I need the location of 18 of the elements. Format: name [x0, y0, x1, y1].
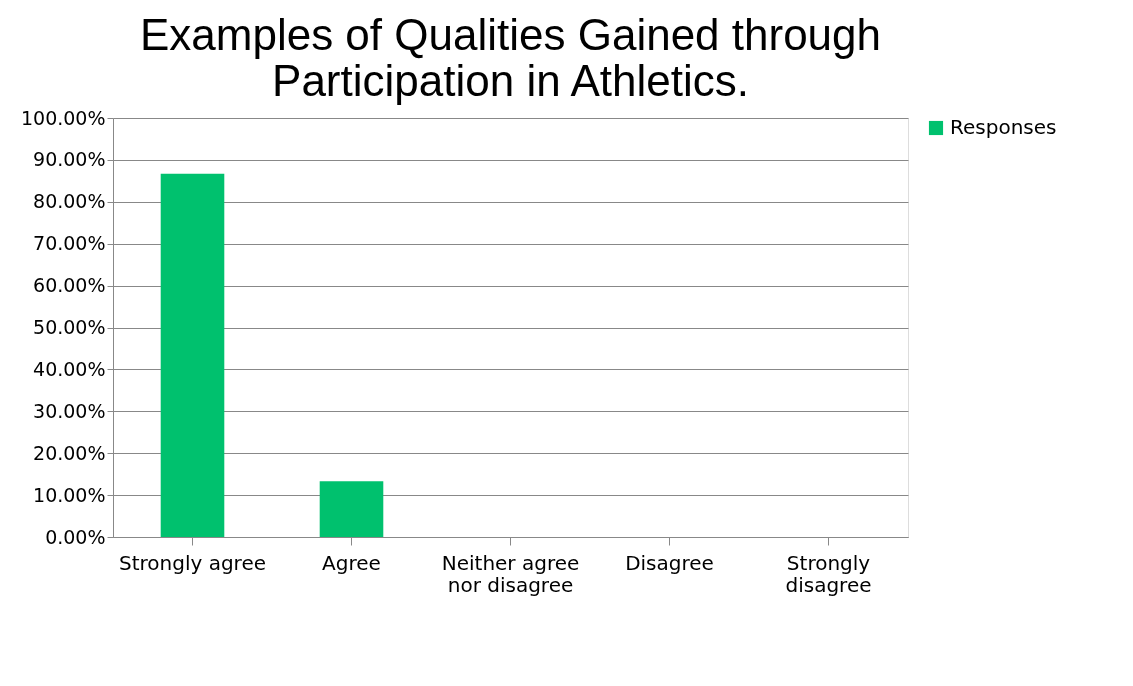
y-tick-label: 50.00% [33, 316, 106, 338]
y-tick-label: 30.00% [33, 399, 106, 422]
y-tick-label: 0.00% [45, 525, 106, 548]
x-tick-label: Strongly agree [118, 550, 267, 575]
y-tick-label: 10.00% [33, 483, 106, 506]
y-tick-label: 70.00% [33, 232, 106, 255]
y-tick-label: 60.00% [33, 274, 106, 297]
y-tick-label: 90.00% [33, 148, 106, 171]
y-tick-label: 40.00% [33, 357, 106, 380]
chart-title: Examples of Qualities Gained through Participation in Athletics. [139, 10, 882, 105]
x-tick-label: Strongly disagree [785, 550, 872, 597]
y-tick-label: 100.00% [20, 106, 106, 129]
x-tick-label: Agree [322, 550, 381, 575]
y-tick-label: 20.00% [33, 441, 106, 464]
x-tick-label: Neither agree nor disagree [441, 550, 580, 597]
y-tick-label: 80.00% [33, 190, 106, 213]
legend-label: Responses [950, 115, 1057, 139]
x-tick-label: Disagree [625, 550, 714, 575]
